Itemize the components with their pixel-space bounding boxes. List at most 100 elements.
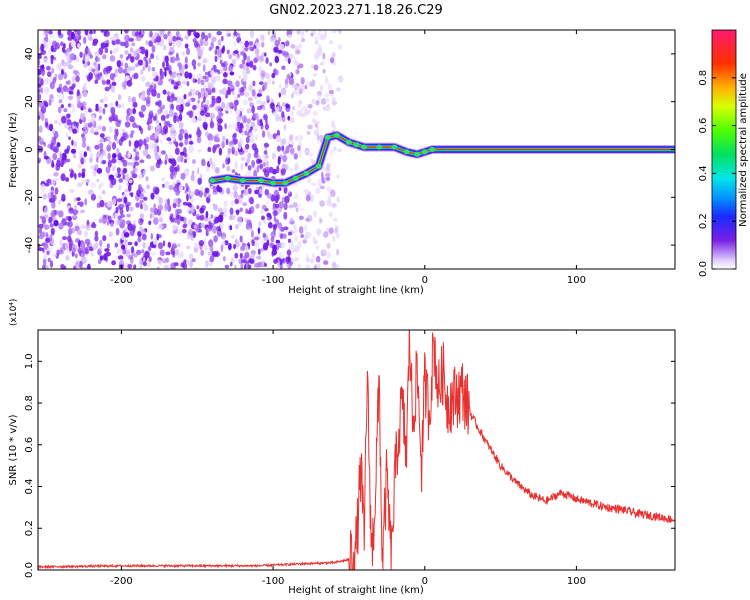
noise-speckle (51, 47, 57, 53)
noise-speckle (210, 41, 215, 49)
noise-speckle (213, 204, 219, 211)
noise-speckle (143, 56, 147, 61)
noise-speckle (223, 207, 228, 214)
noise-speckle (109, 55, 116, 62)
noise-speckle (191, 258, 196, 263)
noise-speckle (42, 40, 47, 45)
noise-speckle (170, 56, 176, 64)
noise-speckle (208, 239, 214, 248)
noise-speckle (264, 166, 271, 171)
noise-speckle (201, 32, 206, 40)
noise-speckle (305, 264, 311, 269)
noise-speckle (219, 67, 224, 74)
noise-speckle (187, 30, 192, 37)
frequency-trace-point (315, 163, 322, 169)
noise-speckle (149, 212, 156, 219)
noise-speckle (124, 50, 129, 55)
noise-speckle (202, 64, 206, 72)
noise-speckle (38, 125, 43, 133)
noise-speckle (65, 61, 71, 67)
noise-speckle (99, 99, 104, 103)
noise-speckle (178, 113, 183, 122)
noise-speckle (188, 229, 194, 237)
noise-speckle (38, 115, 41, 120)
noise-speckle (197, 126, 200, 135)
noise-speckle (333, 217, 338, 222)
noise-speckle (128, 201, 132, 206)
noise-speckle (50, 191, 54, 199)
noise-speckle (169, 215, 172, 221)
noise-speckle (97, 106, 103, 114)
noise-speckle (82, 90, 88, 98)
noise-speckle (120, 214, 125, 218)
noise-speckle (143, 138, 147, 146)
colorbar-ticks: 0.0 0.2 0.4 0.6 0.8 (698, 70, 736, 277)
noise-speckle (132, 167, 138, 173)
noise-speckle (150, 232, 154, 240)
noise-speckle (114, 72, 118, 78)
noise-speckle (111, 158, 117, 164)
noise-speckle (132, 122, 137, 128)
noise-speckle (52, 128, 55, 134)
noise-speckle (265, 94, 270, 101)
noise-speckle (114, 128, 117, 135)
noise-speckle (148, 256, 152, 263)
noise-speckle (233, 191, 238, 199)
noise-speckle (133, 147, 137, 153)
noise-speckle (157, 108, 162, 115)
noise-speckle (313, 64, 319, 71)
snr-x-axis: -200 -100 0 100 (110, 330, 586, 587)
noise-speckle (287, 190, 291, 194)
noise-speckle (98, 47, 104, 55)
noise-speckle (116, 60, 122, 68)
noise-speckle (126, 80, 132, 87)
noise-speckle (172, 251, 176, 258)
noise-speckle (294, 61, 300, 66)
noise-speckle (186, 193, 189, 202)
noise-speckle (302, 239, 308, 244)
noise-speckle (261, 52, 265, 57)
noise-speckle (97, 63, 101, 71)
noise-speckle (124, 62, 129, 69)
noise-speckle (244, 263, 247, 269)
noise-speckle (221, 35, 224, 42)
noise-speckle (204, 35, 209, 42)
noise-speckle (247, 46, 253, 51)
noise-speckle (185, 43, 189, 48)
noise-speckle (197, 49, 203, 57)
noise-speckle (321, 171, 324, 179)
noise-speckle (202, 75, 207, 80)
noise-speckle (106, 79, 111, 85)
noise-speckle (263, 113, 268, 119)
noise-speckle (172, 224, 177, 231)
noise-speckle (47, 178, 51, 184)
noise-speckle (67, 221, 73, 228)
spectrogram-y-tick-label: 40 (24, 48, 35, 61)
noise-speckle (247, 97, 253, 102)
noise-speckle (127, 241, 133, 246)
noise-speckle (136, 249, 142, 255)
noise-speckle (313, 73, 318, 77)
noise-speckle (225, 103, 230, 112)
noise-speckle (301, 38, 305, 43)
noise-speckle (229, 84, 235, 89)
noise-speckle (206, 166, 210, 172)
noise-speckle (80, 209, 85, 214)
noise-speckle (64, 148, 70, 154)
noise-speckle (142, 170, 146, 176)
noise-speckle (89, 156, 93, 163)
noise-speckle (192, 159, 196, 165)
noise-speckle (183, 259, 187, 264)
noise-speckle (83, 36, 87, 44)
noise-speckle (242, 69, 246, 76)
noise-speckle (287, 34, 292, 39)
noise-speckle (148, 57, 152, 64)
noise-speckle (142, 241, 146, 249)
noise-speckle (94, 163, 99, 168)
noise-speckle (257, 159, 263, 164)
noise-speckle (230, 200, 235, 207)
noise-speckle (107, 152, 111, 160)
noise-speckle (138, 143, 142, 150)
noise-speckle (254, 48, 260, 55)
noise-speckle (124, 41, 129, 49)
